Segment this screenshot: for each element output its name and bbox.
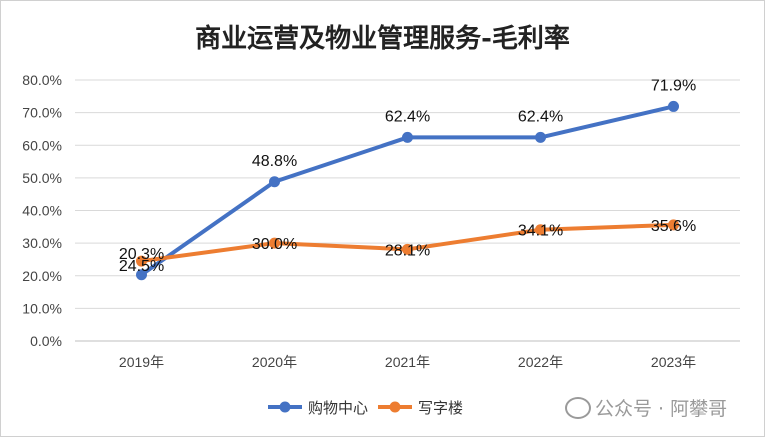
data-label: 28.1% — [385, 242, 430, 259]
data-point — [136, 269, 147, 281]
data-point — [136, 255, 147, 267]
legend-swatch-marker — [279, 401, 291, 413]
y-tick-label: 0.0% — [30, 333, 62, 349]
data-point — [535, 131, 546, 143]
legend-entry: 购物中心 — [308, 399, 368, 417]
y-tick-label: 60.0% — [22, 137, 62, 153]
chart-title: 商业运营及物业管理服务-毛利率 — [195, 24, 570, 54]
y-tick-label: 10.0% — [22, 300, 62, 316]
data-point — [269, 176, 280, 188]
data-point — [668, 219, 679, 231]
legend-entry: 写字楼 — [418, 399, 463, 417]
data-point — [269, 237, 280, 249]
wechat-icon — [565, 396, 591, 419]
y-tick-label: 70.0% — [22, 105, 62, 121]
data-point — [402, 243, 413, 255]
data-label: 48.8% — [252, 153, 297, 170]
legend-swatch-marker — [389, 401, 401, 413]
y-tick-label: 50.0% — [22, 170, 62, 186]
data-label: 20.3% — [119, 246, 164, 263]
data-point — [535, 224, 546, 236]
data-label: 62.4% — [518, 108, 563, 125]
y-tick-label: 30.0% — [22, 235, 62, 251]
data-point — [668, 100, 679, 112]
data-label: 62.4% — [385, 108, 430, 125]
data-label: 71.9% — [651, 77, 696, 94]
x-tick-label: 2020年 — [252, 354, 297, 370]
y-tick-label: 20.0% — [22, 268, 62, 284]
data-point — [402, 131, 413, 143]
y-tick-label: 40.0% — [22, 203, 62, 219]
data-label: 30.0% — [252, 236, 297, 253]
x-tick-label: 2022年 — [518, 354, 563, 370]
watermark: 公众号 · 阿攀哥 — [565, 394, 727, 421]
data-label: 35.6% — [651, 218, 696, 235]
data-label: 24.5% — [119, 258, 164, 275]
watermark-text: 公众号 · 阿攀哥 — [595, 398, 728, 420]
y-tick-label: 80.0% — [22, 72, 62, 88]
x-tick-label: 2023年 — [651, 354, 696, 370]
x-tick-label: 2021年 — [385, 354, 430, 370]
x-tick-label: 2019年 — [119, 354, 164, 370]
data-label: 34.1% — [518, 223, 563, 240]
